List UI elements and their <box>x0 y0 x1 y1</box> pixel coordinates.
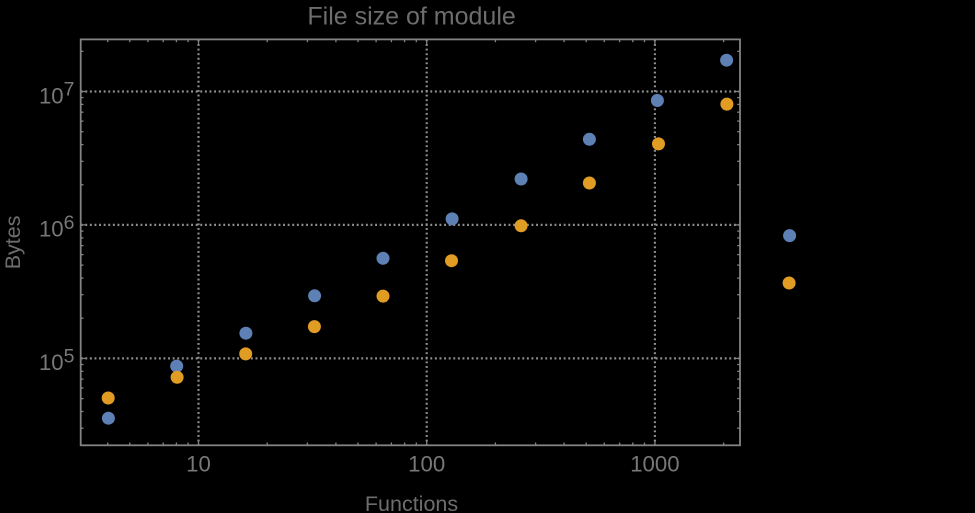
svg-text:107: 107 <box>39 79 75 109</box>
svg-text:10: 10 <box>186 452 211 477</box>
svg-text:100: 100 <box>408 452 445 477</box>
svg-text:Bytes: Bytes <box>1 216 25 270</box>
svg-text:Functions: Functions <box>365 492 458 513</box>
svg-text:105: 105 <box>39 346 75 376</box>
svg-text:File size of module: File size of module <box>307 3 515 31</box>
svg-text:1000: 1000 <box>630 452 679 477</box>
